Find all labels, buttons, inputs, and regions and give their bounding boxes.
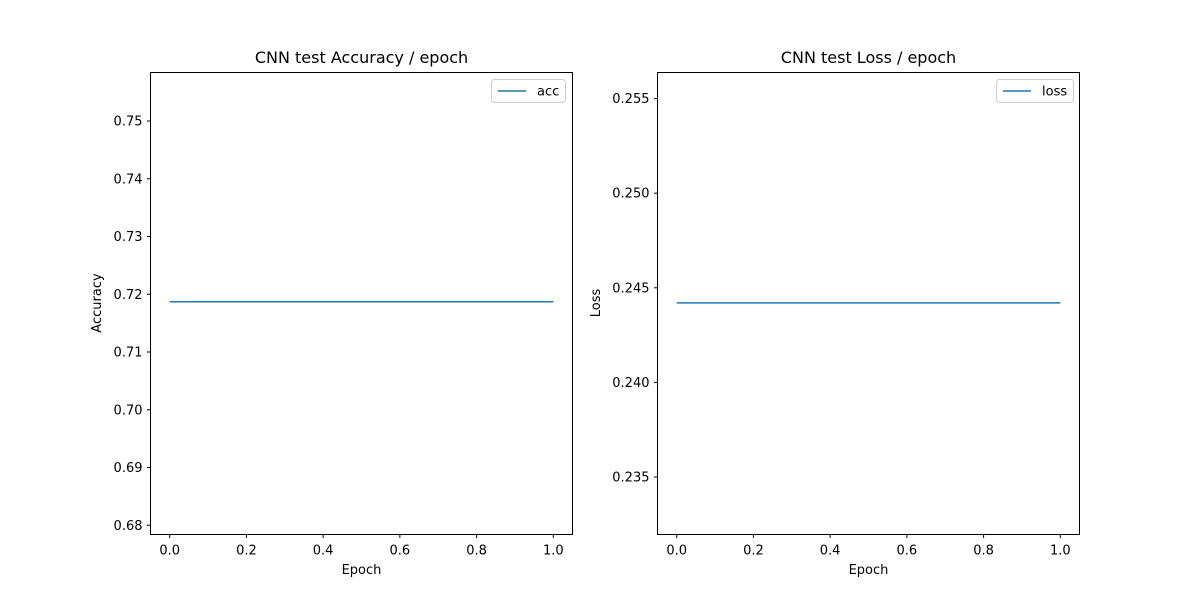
accuracy-y-tick-label: 0.72 bbox=[114, 288, 143, 303]
loss-y-tick-label: 0.240 bbox=[612, 376, 649, 391]
accuracy-y-ticks: 0.68 0.69 0.70 0.71 0.72 0.73 0.74 0.75 bbox=[114, 115, 151, 534]
accuracy-x-axis-label: Epoch bbox=[342, 563, 382, 578]
loss-x-axis-label: Epoch bbox=[849, 563, 889, 578]
loss-legend: loss bbox=[996, 79, 1074, 103]
accuracy-y-tick-label: 0.70 bbox=[114, 403, 143, 418]
accuracy-legend-label: acc bbox=[537, 85, 559, 100]
accuracy-y-tick-label: 0.74 bbox=[114, 172, 143, 187]
accuracy-y-tick-label: 0.68 bbox=[114, 519, 143, 534]
accuracy-y-tick-label: 0.73 bbox=[114, 230, 143, 245]
accuracy-legend-box bbox=[491, 79, 566, 103]
accuracy-chart-title: CNN test Accuracy / epoch bbox=[255, 48, 468, 67]
loss-y-tick-label: 0.250 bbox=[612, 187, 649, 202]
loss-x-tick-label: 1.0 bbox=[1050, 544, 1071, 559]
accuracy-x-tick-label: 1.0 bbox=[543, 544, 564, 559]
accuracy-y-axis-label: Accuracy bbox=[90, 273, 105, 333]
accuracy-chart: CNN test Accuracy / epoch Epoch Accuracy… bbox=[90, 48, 573, 578]
loss-x-tick-label: 0.8 bbox=[973, 544, 994, 559]
accuracy-x-tick-label: 0.8 bbox=[466, 544, 487, 559]
loss-x-ticks: 0.0 0.2 0.4 0.6 0.8 1.0 bbox=[666, 534, 1071, 559]
accuracy-y-tick-label: 0.71 bbox=[114, 346, 143, 361]
loss-x-tick-label: 0.2 bbox=[743, 544, 764, 559]
loss-y-tick-label: 0.255 bbox=[612, 92, 649, 107]
accuracy-y-tick-label: 0.75 bbox=[114, 115, 143, 130]
accuracy-plot-frame bbox=[150, 72, 573, 535]
loss-y-ticks: 0.235 0.240 0.245 0.250 0.255 bbox=[612, 92, 658, 485]
loss-y-axis-label: Loss bbox=[589, 289, 604, 318]
accuracy-legend: acc bbox=[491, 79, 566, 103]
loss-x-tick-label: 0.0 bbox=[666, 544, 687, 559]
accuracy-y-tick-label: 0.69 bbox=[114, 461, 143, 476]
loss-x-tick-label: 0.4 bbox=[820, 544, 841, 559]
loss-chart: CNN test Loss / epoch Epoch Loss 0.0 0.2 0… bbox=[589, 48, 1080, 578]
loss-plot-frame bbox=[657, 72, 1080, 535]
accuracy-x-tick-label: 0.6 bbox=[390, 544, 411, 559]
accuracy-x-ticks: 0.0 0.2 0.4 0.6 0.8 1.0 bbox=[159, 534, 564, 559]
accuracy-x-tick-label: 0.0 bbox=[159, 544, 180, 559]
loss-y-tick-label: 0.235 bbox=[612, 470, 649, 485]
loss-chart-title: CNN test Loss / epoch bbox=[781, 48, 956, 67]
accuracy-x-tick-label: 0.2 bbox=[236, 544, 257, 559]
accuracy-x-tick-label: 0.4 bbox=[313, 544, 334, 559]
loss-x-tick-label: 0.6 bbox=[897, 544, 918, 559]
loss-legend-box bbox=[996, 79, 1074, 103]
loss-y-tick-label: 0.245 bbox=[612, 281, 649, 296]
loss-legend-label: loss bbox=[1042, 85, 1067, 100]
